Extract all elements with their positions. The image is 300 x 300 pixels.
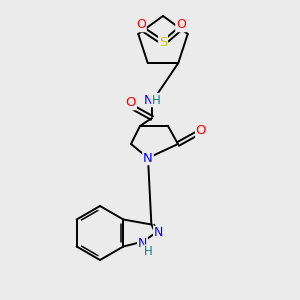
Text: N: N bbox=[143, 152, 153, 164]
Text: N: N bbox=[143, 94, 153, 106]
Text: O: O bbox=[176, 19, 186, 32]
Text: H: H bbox=[152, 94, 160, 106]
Text: N: N bbox=[138, 237, 147, 250]
Text: N: N bbox=[138, 237, 147, 250]
Text: N: N bbox=[143, 94, 153, 106]
Text: N: N bbox=[143, 152, 153, 164]
Text: S: S bbox=[159, 35, 167, 49]
Text: N: N bbox=[154, 226, 163, 239]
Text: O: O bbox=[136, 19, 146, 32]
Text: N: N bbox=[154, 226, 163, 239]
Text: O: O bbox=[176, 19, 186, 32]
Text: H: H bbox=[144, 245, 153, 258]
Text: S: S bbox=[159, 35, 167, 49]
Text: H: H bbox=[144, 245, 153, 258]
Text: O: O bbox=[126, 97, 136, 110]
Text: O: O bbox=[196, 124, 206, 137]
Text: O: O bbox=[126, 97, 136, 110]
Text: O: O bbox=[136, 19, 146, 32]
Text: O: O bbox=[196, 124, 206, 137]
Text: H: H bbox=[152, 94, 160, 106]
